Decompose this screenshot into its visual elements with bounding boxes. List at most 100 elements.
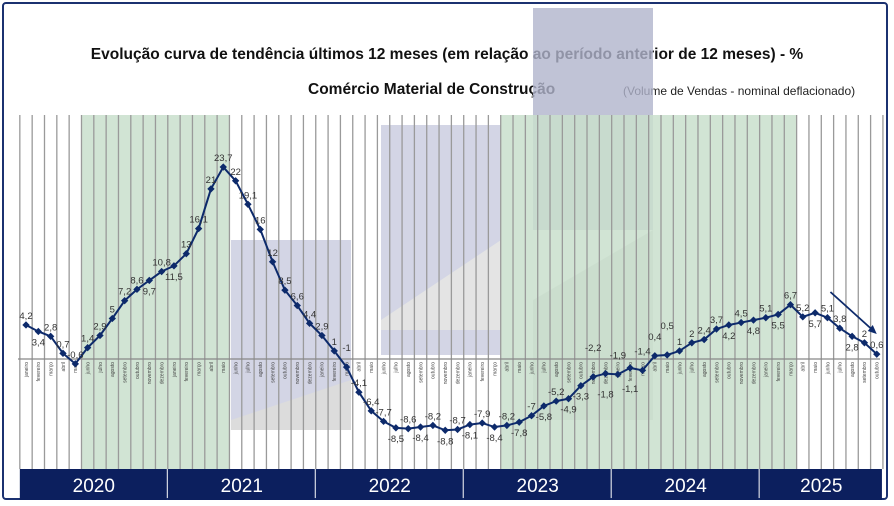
month-tick-label: janeiro: [320, 362, 326, 378]
data-point: [527, 412, 536, 420]
chart-note: (Volume de Vendas - nominal deflacionado…: [623, 84, 856, 98]
data-label: 2,8: [44, 322, 57, 333]
month-tick-label: junho: [381, 362, 387, 375]
month-tick-label: maio: [221, 362, 227, 373]
data-point: [416, 423, 425, 431]
data-point: [823, 314, 832, 322]
data-label: -5,8: [536, 412, 552, 423]
data-point: [83, 343, 92, 352]
month-tick-label: maio: [813, 362, 819, 373]
year-label: 2021: [221, 476, 263, 497]
month-tick-label: julho: [98, 362, 104, 374]
data-point: [379, 417, 388, 426]
year-label: 2024: [665, 476, 708, 497]
data-label: -2,2: [585, 343, 601, 354]
data-point: [170, 262, 178, 270]
month-tick-label: maio: [517, 362, 523, 373]
data-label: 5,7: [809, 319, 822, 330]
data-point: [725, 321, 733, 329]
data-label: -1,4: [634, 346, 650, 357]
year-cell: [167, 469, 315, 500]
data-label: 5,2: [796, 303, 809, 314]
month-tick-label: junho: [677, 362, 683, 375]
month-tick-label: novembro: [443, 362, 449, 384]
data-label: 1: [332, 337, 337, 348]
data-label: -8,6: [400, 415, 416, 426]
data-point: [651, 352, 659, 360]
data-label: -6,4: [363, 397, 379, 408]
data-point: [219, 163, 227, 171]
data-point: [638, 366, 647, 375]
data-label: 0,7: [56, 339, 69, 350]
month-tick-label: janeiro: [24, 362, 30, 378]
data-point: [133, 285, 141, 294]
data-point: [663, 351, 671, 359]
data-label: 10,8: [152, 258, 171, 269]
month-tick-label: novembro: [147, 362, 153, 384]
data-label: -8,1: [462, 431, 478, 442]
data-label: -8,7: [449, 415, 465, 426]
month-tick-label: janeiro: [468, 362, 474, 378]
data-label: 5,1: [821, 304, 834, 315]
month-tick-label: agosto: [554, 362, 560, 377]
data-point: [466, 420, 474, 429]
month-tick-label: outubro: [431, 362, 437, 379]
data-point: [268, 258, 277, 266]
data-point: [700, 335, 708, 344]
data-point: [848, 332, 856, 340]
data-label: -1,9: [610, 350, 626, 361]
year-label: 2022: [369, 476, 411, 497]
data-label: 0,4: [648, 332, 661, 343]
data-point: [441, 426, 449, 434]
data-label: 9,7: [143, 286, 156, 297]
data-point: [860, 339, 869, 347]
data-point: [614, 370, 622, 379]
month-tick-label: setembro: [714, 362, 720, 383]
data-label: -4,9: [560, 405, 576, 416]
data-point: [601, 369, 610, 378]
month-tick-label: agosto: [850, 362, 856, 377]
data-point: [564, 395, 573, 403]
data-label: -4,1: [351, 378, 367, 389]
data-point: [749, 316, 758, 324]
data-point: [675, 347, 684, 355]
data-point: [318, 331, 326, 340]
month-tick-label: outubro: [875, 362, 881, 379]
data-point: [786, 301, 795, 309]
data-point: [712, 325, 721, 333]
data-point: [194, 224, 203, 233]
year-label: 2020: [73, 476, 115, 497]
month-tick-label: dezembro: [307, 362, 313, 384]
data-point: [836, 324, 844, 332]
month-tick-label: novembro: [295, 362, 301, 384]
data-label: 5,1: [759, 304, 772, 315]
data-point: [540, 402, 548, 410]
data-label: 7,2: [118, 287, 131, 298]
month-tick-label: junho: [85, 362, 91, 375]
data-label: 19,1: [239, 190, 258, 201]
data-label: 16,1: [189, 215, 208, 226]
month-tick-label: junho: [529, 362, 535, 375]
month-tick-label: agosto: [702, 362, 708, 377]
data-label: -1,8: [597, 390, 613, 401]
month-tick-label: setembro: [270, 362, 276, 383]
month-tick-label: outubro: [579, 362, 585, 379]
data-point: [145, 276, 153, 285]
month-tick-label: junho: [233, 362, 239, 375]
data-point: [453, 425, 462, 434]
month-tick-label: abril: [209, 362, 215, 371]
month-tick-label: abril: [61, 362, 67, 371]
data-label: -8,5: [388, 434, 404, 445]
month-tick-label: março: [48, 362, 54, 376]
data-label: -8,4: [412, 433, 428, 444]
month-tick-label: outubro: [283, 362, 289, 379]
data-label: 4,4: [303, 309, 316, 320]
month-tick-label: fevereiro: [776, 362, 782, 382]
data-point: [256, 225, 264, 234]
data-label: -8,4: [486, 433, 502, 444]
data-label: 22: [230, 167, 241, 178]
month-tick-label: julho: [838, 362, 844, 374]
data-label: 3,7: [710, 315, 723, 326]
data-point: [108, 314, 116, 323]
data-label: 4,5: [735, 309, 748, 320]
